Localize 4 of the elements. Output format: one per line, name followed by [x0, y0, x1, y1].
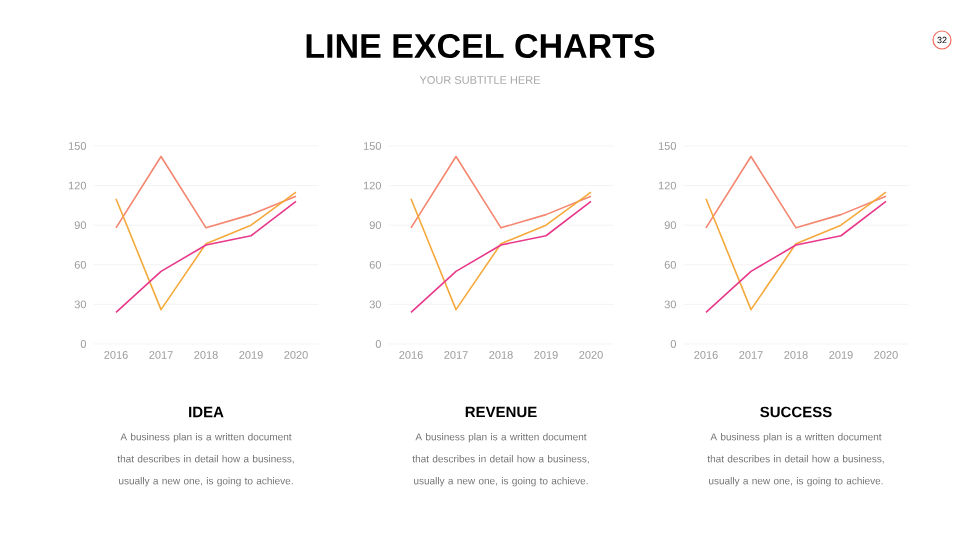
text: LINE EXCEL CHARTS [306, 33, 655, 59]
line-series [410, 155, 592, 229]
line-series [115, 155, 297, 229]
line-series [705, 155, 887, 229]
